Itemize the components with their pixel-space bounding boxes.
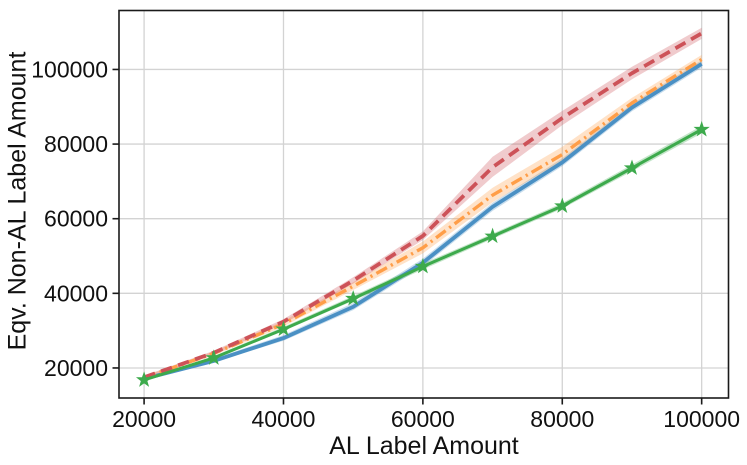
x-tick-label-80000: 80000: [530, 406, 594, 432]
marker-star-green-star-30000: [205, 349, 222, 365]
y-tick-label-100000: 100000: [31, 56, 108, 82]
series-band-red-dashed: [144, 27, 702, 379]
series-line-red-dashed: [143, 31, 703, 380]
x-tick-label-20000: 20000: [112, 406, 176, 432]
marker-star-green-star-90000: [623, 159, 641, 175]
x-tick-label-60000: 60000: [391, 406, 455, 432]
x-tick-label-100000: 100000: [663, 406, 740, 432]
marker-star-green-star-70000: [484, 227, 501, 244]
marker-star-green-star-60000: [414, 257, 431, 274]
marker-star-green-star-50000: [345, 290, 362, 306]
marker-star-green-star-20000: [135, 371, 153, 387]
y-tick-label-60000: 60000: [44, 206, 108, 232]
y-axis-label: Eqv. Non-AL Label Amount: [3, 51, 32, 351]
marker-star-green-star-80000: [554, 197, 571, 213]
x-axis-label: AL Label Amount: [329, 432, 519, 460]
plot-frame: [118, 9, 730, 399]
x-tick-label-40000: 40000: [252, 406, 316, 432]
y-tick-label-80000: 80000: [44, 131, 108, 157]
marker-star-green-star-40000: [275, 320, 292, 337]
y-tick-label-40000: 40000: [44, 280, 108, 306]
marker-star-green-star-100000: [693, 120, 710, 137]
y-tick-label-20000: 20000: [44, 355, 108, 381]
